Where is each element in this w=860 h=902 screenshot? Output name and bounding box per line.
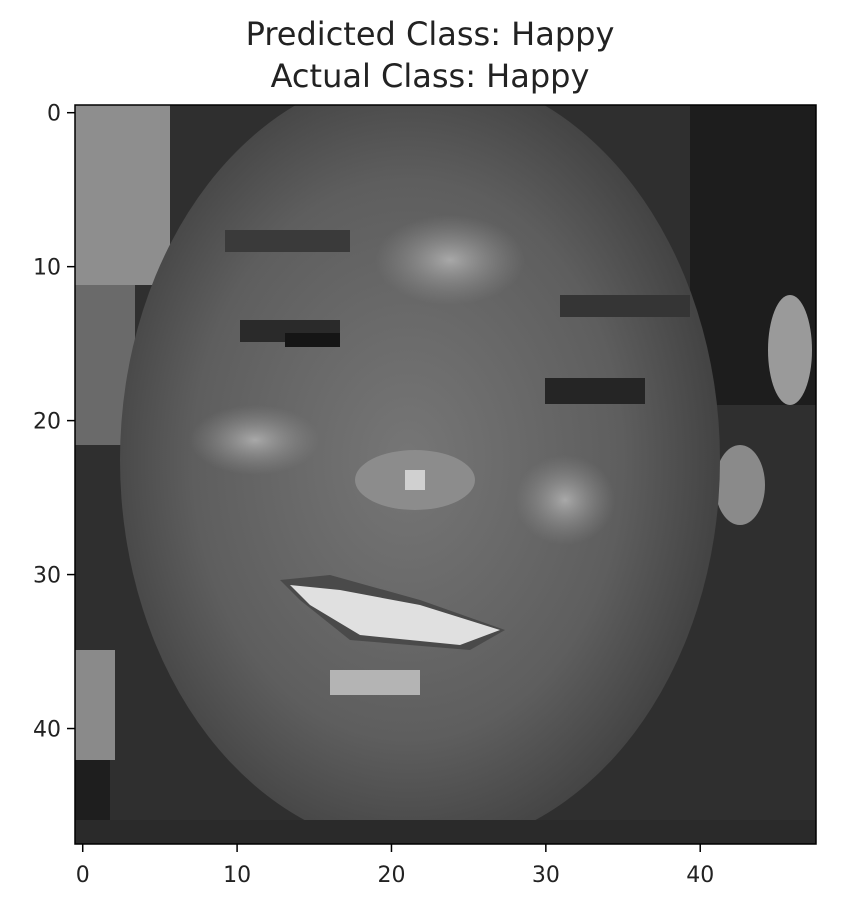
y-tick-label: 10 [33,256,61,281]
right-eyebrow [560,295,690,317]
y-tick-label: 0 [47,102,61,127]
axes-frame [74,104,817,845]
lower-lip-highlight [330,670,420,695]
hair-left-low [75,650,115,760]
forehead-highlight [375,215,525,305]
y-tick-label: 20 [33,410,61,435]
y-axis: 0 10 20 30 40 [33,102,75,743]
y-tick-label: 30 [33,564,61,589]
ear-highlight [768,295,812,405]
x-tick-label: 20 [377,863,405,888]
x-tick-label: 0 [76,863,90,888]
x-axis: 0 10 20 30 40 [76,844,714,888]
chart-title-actual: Actual Class: Happy [270,57,590,95]
teeth [290,585,500,645]
image-canvas [75,105,816,844]
right-cheek-highlight [515,455,615,545]
nose-highlight [405,470,425,490]
left-eyebrow [225,230,350,252]
x-tick-label: 10 [223,863,251,888]
ear-lobe [715,445,765,525]
chart-title-predicted: Predicted Class: Happy [245,15,615,53]
y-tick-label: 40 [33,718,61,743]
x-tick-label: 40 [686,863,714,888]
left-cheek-highlight [190,405,320,475]
hair-highlight-left [75,105,170,285]
bottom-shadow [75,820,816,844]
left-pupil [285,333,340,347]
x-tick-label: 30 [532,863,560,888]
right-eye [545,378,645,404]
